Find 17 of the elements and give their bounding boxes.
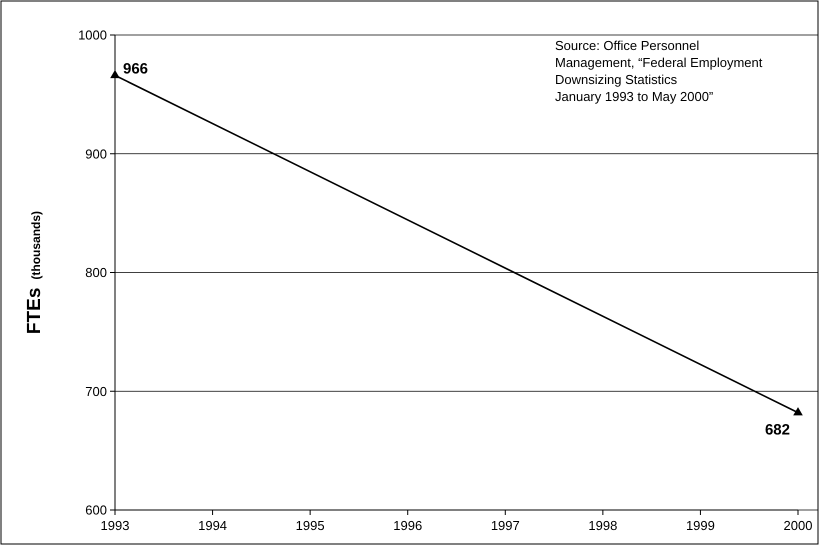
y-tick-label: 1000 — [78, 28, 107, 43]
y-axis-title: FTEs (thousands) — [24, 210, 45, 334]
y-tick-label: 600 — [85, 502, 107, 518]
data-label: 682 — [764, 422, 790, 439]
x-tick-label: 1999 — [686, 518, 715, 533]
y-tick-label: 900 — [85, 146, 107, 162]
x-tick-label: 2000 — [784, 518, 812, 533]
y-tick-label: 700 — [85, 384, 107, 399]
annotation: Source: Office Personnel Management, “Federal Employment Downsizing Statistics January 1993 to May 2000” — [555, 38, 763, 104]
x-tick-label: 1997 — [490, 518, 520, 533]
x-tick-label: 1996 — [393, 518, 422, 533]
x-tick-label: 1994 — [198, 518, 228, 533]
data-label: 966 — [123, 60, 148, 78]
x-tick-label: 1993 — [100, 518, 130, 533]
x-tick-label: 1998 — [588, 518, 618, 533]
x-tick-label: 1995 — [296, 518, 325, 533]
y-tick-label: 800 — [85, 265, 107, 280]
